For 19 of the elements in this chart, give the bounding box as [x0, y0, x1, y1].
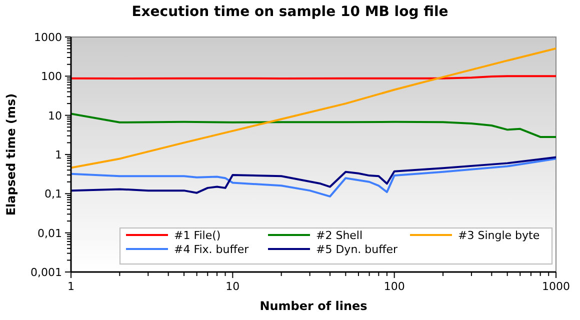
legend-label: #4 Fix. buffer: [174, 243, 250, 256]
y-axis-title: Elapsed time (ms): [4, 93, 18, 216]
y-tick-label: 1: [55, 148, 62, 162]
y-tick-label: 0,001: [30, 266, 62, 279]
x-axis-title: Number of lines: [260, 299, 368, 313]
y-tick-label: 10: [48, 109, 62, 122]
chart-title: Execution time on sample 10 MB log file: [132, 4, 448, 20]
y-tick-label: 0,01: [38, 226, 62, 240]
x-tick-label: 1: [68, 280, 74, 293]
legend-label: #1 File(): [174, 229, 221, 242]
y-tick-label: 0,1: [44, 188, 62, 201]
y-tick-label: 100: [41, 70, 62, 84]
y-tick-label: 1000: [34, 31, 62, 44]
x-tick-label: 100: [384, 280, 405, 293]
x-tick-label: 10: [226, 280, 240, 293]
legend-label: #3 Single byte: [458, 229, 540, 242]
legend-label: #5 Dyn. buffer: [316, 243, 398, 256]
legend-label: #2 Shell: [316, 229, 363, 242]
x-tick-label: 1000: [542, 280, 570, 293]
